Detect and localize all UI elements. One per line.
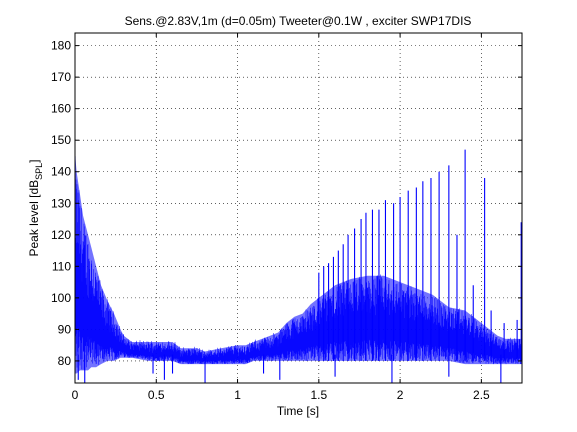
- y-axis-label-close: ]: [27, 159, 41, 162]
- y-tick-label: 130: [51, 196, 71, 210]
- y-axis-label-main: Peak level [dB: [27, 180, 41, 257]
- y-tick-label: 110: [52, 259, 71, 273]
- x-tick-label: 1.5: [310, 388, 327, 402]
- y-tick-label: 90: [58, 322, 72, 336]
- signal-trace: [75, 149, 522, 383]
- x-tick-label: 2: [397, 388, 404, 402]
- chart-title: Sens.@2.83V,1m (d=0.05m) Tweeter@0.1W , …: [125, 14, 472, 28]
- x-tick-label: 1: [234, 388, 241, 402]
- y-tick-label: 80: [58, 354, 72, 368]
- y-axis-label: Peak level [dBSPL]: [27, 159, 44, 256]
- y-tick-label: 170: [51, 70, 71, 84]
- x-axis-label: Time [s]: [277, 404, 319, 418]
- x-tick-label: 2.5: [473, 388, 490, 402]
- x-tick-label: 0.5: [148, 388, 165, 402]
- y-tick-label: 160: [51, 102, 71, 116]
- y-tick-label: 120: [51, 228, 71, 242]
- y-axis-label-subscript: SPL: [34, 163, 44, 180]
- y-tick-label: 150: [51, 133, 71, 147]
- y-tick-label: 180: [51, 39, 71, 53]
- axis-ticks: 0 0.5 1 1.5 2 2.5 80 90 100 110 120 130 140 150 160 170…: [51, 33, 522, 402]
- y-tick-label: 100: [51, 291, 71, 305]
- y-tick-label: 140: [51, 165, 71, 179]
- plot-frame: [74, 32, 523, 384]
- plot-data: [75, 149, 522, 383]
- x-tick-label: 0: [72, 388, 79, 402]
